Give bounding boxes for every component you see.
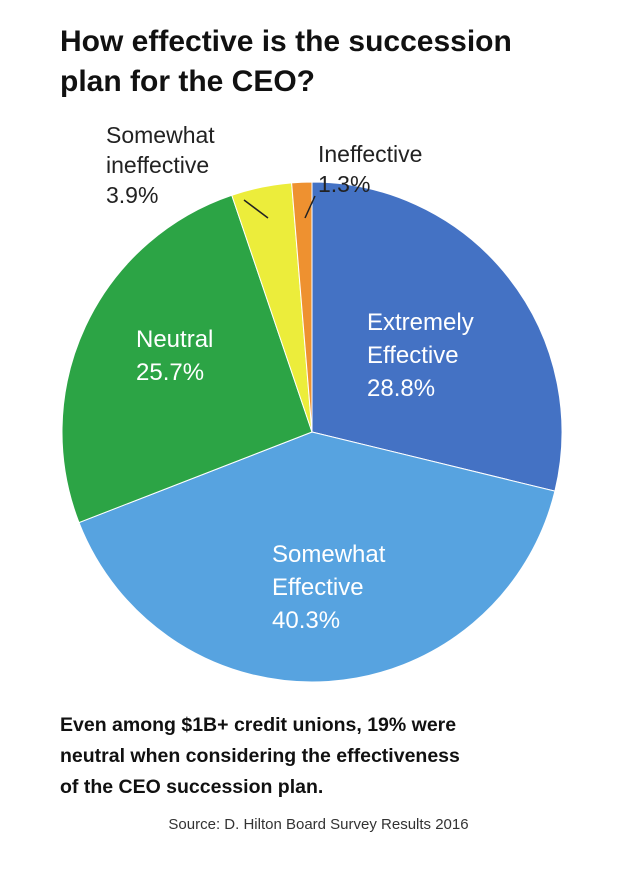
pie-slice-extremely-effective [311,181,563,492]
caption: Even among $1B+ credit unions, 19% were … [60,710,620,803]
slice-label-somewhat-ineffective: Somewhat ineffective 3.9% [106,122,215,208]
pie-slice-ineffective [291,181,313,433]
source-note: Source: D. Hilton Board Survey Results 2… [168,816,469,833]
pie-slice-neutral [61,194,313,524]
slice-label-ineffective: Ineffective 1.3% [318,141,422,197]
leader-line-ineffective [304,195,316,219]
caption-line-1: Even among $1B+ credit unions, 19% were [60,714,457,736]
pie-slice-somewhat-effective [78,431,556,683]
title-line-2: plan for the CEO? [60,65,315,98]
slice-label-extremely-effective: Extremely Effective 28.8% [367,309,474,402]
slice-label-somewhat-effective: Somewhat Effective 40.3% [272,541,386,634]
chart-title: How effective is the succession plan for… [60,22,620,102]
slice-label-neutral: Neutral 25.7% [136,326,213,386]
title-line-1: How effective is the succession [60,25,512,58]
leader-line-somewhat-ineffective [243,199,269,219]
caption-line-2: neutral when considering the effectivene… [60,745,460,767]
caption-line-3: of the CEO succession plan. [60,776,324,798]
